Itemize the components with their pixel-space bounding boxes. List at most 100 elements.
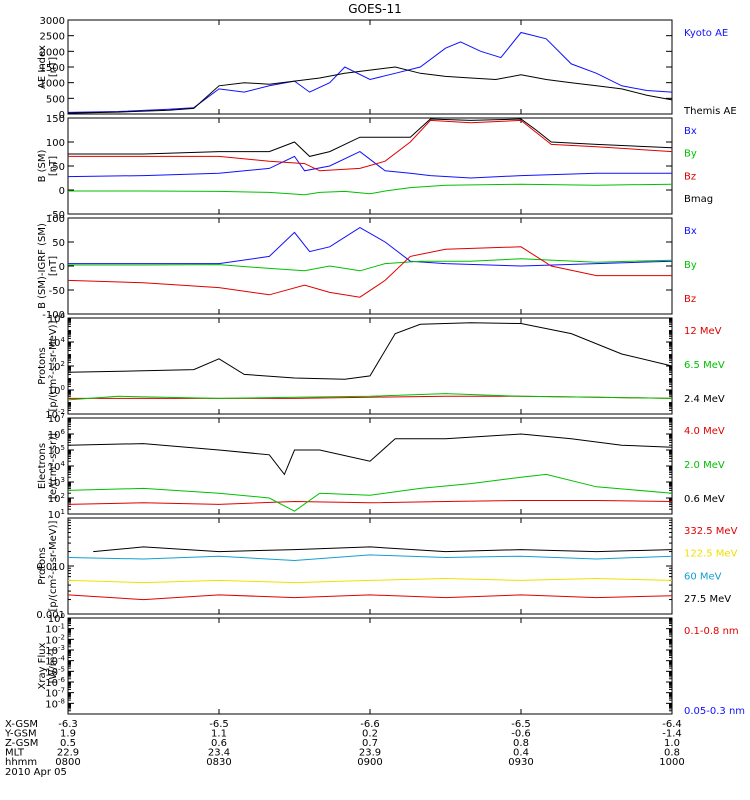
y-axis-label: [nT] xyxy=(48,57,59,77)
legend-entry: 4.0 MeV xyxy=(684,426,725,437)
y-tick-label: 0 xyxy=(59,262,65,273)
y-tick-label: 105 xyxy=(48,444,65,457)
plot-title: GOES-11 xyxy=(348,2,402,16)
y-tick-label: -50 xyxy=(49,210,65,221)
y-tick-label: -50 xyxy=(49,286,65,297)
footer-value: 22.9 xyxy=(57,748,79,759)
legend-entry: 6.5 MeV xyxy=(684,360,725,371)
legend-entry: Bx xyxy=(684,126,697,137)
y-tick-label: 0 xyxy=(59,110,65,121)
legend-entry: 0.1-0.8 nm xyxy=(684,626,739,637)
footer-value: 0.4 xyxy=(513,748,529,759)
panel-5: 101 102 103 104 105 106 107 Electrons [e/(cm²-s-… xyxy=(37,412,725,521)
footer-value: 1.0 xyxy=(664,738,680,749)
panel-frame xyxy=(67,217,673,315)
y-axis-label: [p/(cm²-s-sr-MeV)] xyxy=(48,320,59,411)
y-axis-label: [nT] xyxy=(48,156,59,176)
footer-value: 23.9 xyxy=(359,748,381,759)
y-tick-label: 0.010 xyxy=(36,562,65,573)
y-tick-label: 0 xyxy=(59,186,65,197)
footer-value: -6.3 xyxy=(58,719,78,730)
y-tick-label: 1500 xyxy=(40,63,65,74)
series-line xyxy=(67,246,672,298)
series-line xyxy=(67,433,673,476)
series-line xyxy=(68,119,673,172)
series-line xyxy=(67,500,673,505)
footer-value: 0.8 xyxy=(513,738,529,749)
series-line xyxy=(67,554,673,562)
legend-entry: By xyxy=(684,149,697,160)
y-tick-label: 107 xyxy=(48,412,65,425)
footer-value: 0900 xyxy=(357,757,382,768)
y-axis-label: Xray Flux xyxy=(37,642,48,689)
footer-value: 0.5 xyxy=(60,738,76,749)
y-tick-label: 103 xyxy=(48,476,65,489)
y-axis-label: B (SM) xyxy=(37,149,48,182)
legend-entry: By xyxy=(684,260,697,271)
y-tick-label: 106 xyxy=(48,312,66,325)
footer-row-label: MLT xyxy=(5,748,25,759)
footer-value: 0.7 xyxy=(362,738,378,749)
footer-row-label: hhmm xyxy=(5,757,37,768)
footer-value: -1.4 xyxy=(662,729,682,740)
legend-entry: 2.0 MeV xyxy=(684,460,725,471)
y-tick-label: 104 xyxy=(48,460,66,473)
footer-value: 1.9 xyxy=(60,729,76,740)
series-line xyxy=(67,66,673,114)
legend-entry: Bx xyxy=(684,226,697,237)
series-line xyxy=(67,577,673,584)
y-tick-label: 10-1 xyxy=(45,623,65,636)
panel-4: 10-2 100 102 104 106 Protons [p/(cm²-s-sr-MeV)… xyxy=(37,312,725,421)
footer-value: 0.8 xyxy=(664,748,680,759)
series-line xyxy=(68,258,673,272)
date-label: 2010 Apr 05 xyxy=(5,767,67,778)
footer-row-label: X-GSM xyxy=(5,719,38,730)
y-tick-label: 10-2 xyxy=(45,633,65,646)
series-line xyxy=(67,393,673,401)
y-axis-label: Protons xyxy=(37,547,48,584)
panel-1: 0 500 1000 1500 2000 2500 3000 AE Index [nT] Kyot… xyxy=(37,16,737,121)
footer-value: -6.5 xyxy=(209,719,229,730)
panel-frame xyxy=(67,417,673,515)
y-tick-label: 10-4 xyxy=(45,655,65,668)
y-axis-label: [W/m²] xyxy=(48,648,59,683)
series-line xyxy=(67,151,672,179)
y-tick-label: 10-5 xyxy=(45,665,65,678)
footer-row-label: Z-GSM xyxy=(5,738,38,749)
series-line xyxy=(93,546,673,553)
series-line xyxy=(68,227,673,267)
y-tick-label: 100 xyxy=(48,384,65,397)
footer-value: -6.5 xyxy=(511,719,531,730)
series-line xyxy=(67,473,673,512)
legend-entry: Bz xyxy=(684,171,696,182)
panel-frame xyxy=(67,517,673,615)
y-tick-label: 2500 xyxy=(40,32,65,43)
panel-frame xyxy=(67,617,673,715)
y-tick-label: 106 xyxy=(48,428,66,441)
legend-entry: 60 MeV xyxy=(684,571,722,582)
y-tick-label: 104 xyxy=(48,336,66,349)
panel-frame xyxy=(67,19,673,115)
y-tick-label: 500 xyxy=(46,94,65,105)
legend-entry: Bmag xyxy=(684,194,713,205)
footer-value: 1000 xyxy=(659,757,684,768)
y-tick-label: 100 xyxy=(48,612,65,625)
y-tick-label: 3000 xyxy=(40,16,65,27)
y-tick-label: 10-8 xyxy=(45,697,65,710)
y-axis-label: [nT] xyxy=(48,256,59,276)
footer-value: 0930 xyxy=(508,757,533,768)
footer-value: 0.2 xyxy=(362,729,378,740)
y-tick-label: 0.001 xyxy=(36,610,65,621)
footer-row-label: Y-GSM xyxy=(4,729,37,740)
y-axis-label: [p/(cm²-s-sr-MeV)] xyxy=(48,520,59,611)
footer-value: 0800 xyxy=(55,757,80,768)
legend-entry: 332.5 MeV xyxy=(684,526,738,537)
legend-entry: Bz xyxy=(684,294,696,305)
y-tick-label: 102 xyxy=(48,360,65,373)
legend-entry: 27.5 MeV xyxy=(684,594,731,605)
